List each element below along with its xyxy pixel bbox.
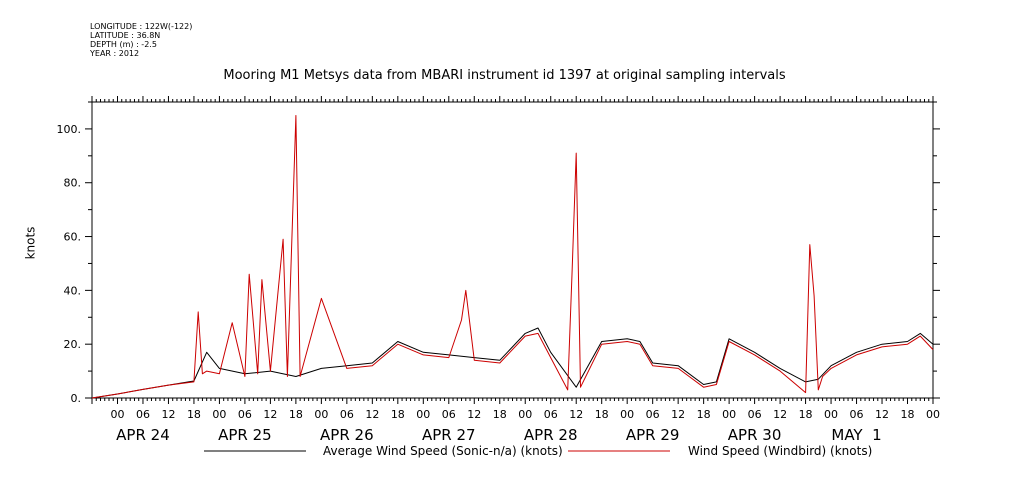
- longitude-label: LONGITUDE : 122W(-122): [90, 22, 193, 31]
- x-hour-label: 12: [467, 408, 481, 421]
- x-hour-label: 18: [595, 408, 609, 421]
- x-hour-label: 12: [161, 408, 175, 421]
- latitude-label: LATITUDE : 36.8N: [90, 31, 161, 40]
- x-hour-label: 06: [340, 408, 354, 421]
- chart-title: Mooring M1 Metsys data from MBARI instru…: [223, 68, 786, 83]
- x-hour-label: 00: [212, 408, 226, 421]
- x-hour-label: 00: [314, 408, 328, 421]
- x-hour-label: 00: [620, 408, 634, 421]
- x-hour-label: 00: [824, 408, 838, 421]
- x-hour-label: 18: [289, 408, 303, 421]
- x-day-label: APR 28: [524, 426, 578, 444]
- x-hour-label: 18: [697, 408, 711, 421]
- x-hour-label: 06: [544, 408, 558, 421]
- x-hour-label: 12: [365, 408, 379, 421]
- x-hour-label: 18: [493, 408, 507, 421]
- x-hour-label: 00: [926, 408, 940, 421]
- x-hour-label: 06: [136, 408, 150, 421]
- year-label: YEAR : 2012: [90, 49, 140, 58]
- legend-label-windbird: Wind Speed (Windbird) (knots): [688, 444, 872, 458]
- x-day-label: APR 24: [116, 426, 170, 444]
- x-hour-label: 18: [799, 408, 813, 421]
- x-hour-label: 06: [442, 408, 456, 421]
- x-hour-label: 06: [850, 408, 864, 421]
- legend-label-average: Average Wind Speed (Sonic-n/a) (knots): [323, 444, 563, 458]
- x-day-label: MAY 1: [831, 426, 881, 444]
- x-hour-label: 18: [391, 408, 405, 421]
- y-tick-label: 20.: [64, 338, 82, 351]
- y-tick-label: 0.: [71, 392, 82, 405]
- x-day-label: APR 27: [422, 426, 476, 444]
- x-hour-label: 00: [110, 408, 124, 421]
- x-hour-label: 12: [263, 408, 277, 421]
- x-hour-label: 00: [722, 408, 736, 421]
- x-day-label: APR 29: [626, 426, 680, 444]
- series-line-average-wind-speed: [91, 327, 934, 399]
- x-day-label: APR 25: [218, 426, 272, 444]
- x-hour-label: 06: [748, 408, 762, 421]
- series-line-windbird-wind-speed: [91, 115, 934, 399]
- y-tick-label: 60.: [64, 231, 82, 244]
- x-hour-label: 12: [569, 408, 583, 421]
- x-hour-label: 12: [671, 408, 685, 421]
- x-day-label: APR 30: [728, 426, 782, 444]
- x-hour-label: 18: [187, 408, 201, 421]
- x-hour-label: 06: [238, 408, 252, 421]
- x-hour-label: 00: [518, 408, 532, 421]
- x-hour-label: 12: [773, 408, 787, 421]
- depth-label: DEPTH (m) : -2.5: [90, 40, 157, 49]
- x-hour-label: 18: [901, 408, 915, 421]
- x-hour-label: 00: [416, 408, 430, 421]
- x-hour-label: 12: [875, 408, 889, 421]
- x-hour-label: 06: [646, 408, 660, 421]
- y-tick-label: 100.: [57, 123, 82, 136]
- x-day-label: APR 26: [320, 426, 374, 444]
- y-tick-label: 80.: [64, 177, 82, 190]
- y-tick-label: 40.: [64, 284, 82, 297]
